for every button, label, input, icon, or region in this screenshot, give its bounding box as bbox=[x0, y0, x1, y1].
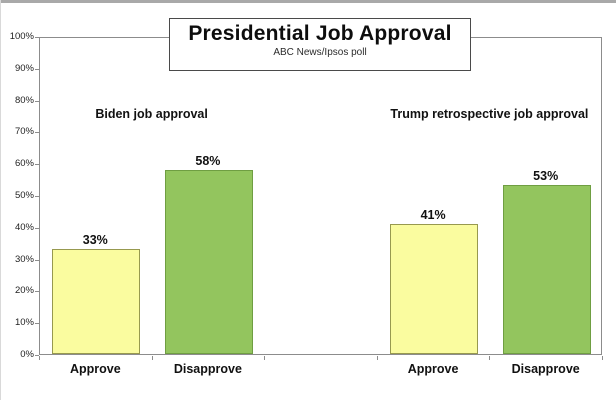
y-axis-tick-label: 70% bbox=[14, 126, 34, 138]
bar-value-label: 58% bbox=[195, 153, 221, 168]
y-axis-tick-mark bbox=[35, 355, 39, 356]
window-frame-top-edge bbox=[1, 0, 616, 3]
x-axis-tick-mark bbox=[489, 356, 491, 360]
y-axis-tick-mark bbox=[35, 227, 39, 229]
y-axis-tick-label: 100% bbox=[9, 31, 34, 42]
plot-area bbox=[39, 37, 602, 355]
x-axis-category-label: Approve bbox=[407, 362, 459, 376]
x-axis-category-label: Disapprove bbox=[173, 362, 242, 376]
y-axis-tick-label: 80% bbox=[14, 94, 34, 106]
x-axis-category-label: Approve bbox=[69, 362, 121, 376]
group-label: Trump retrospective job approval bbox=[390, 107, 589, 121]
chart-subtitle: ABC News/Ipsos poll bbox=[273, 47, 367, 58]
y-axis-tick-mark bbox=[35, 132, 39, 134]
bar-disapprove bbox=[502, 185, 591, 354]
y-axis-tick-mark bbox=[35, 68, 39, 70]
y-axis-tick-label: 60% bbox=[14, 158, 34, 170]
y-axis-tick-label: 10% bbox=[14, 317, 34, 329]
x-axis-tick-mark bbox=[151, 356, 153, 360]
y-axis-tick-mark bbox=[35, 323, 39, 325]
y-axis-tick-label: 30% bbox=[14, 253, 34, 265]
x-axis-category-label: Disapprove bbox=[511, 362, 580, 376]
y-axis-tick-mark bbox=[35, 164, 39, 166]
y-axis-tick-label: 50% bbox=[14, 190, 34, 201]
x-axis-tick-mark bbox=[264, 356, 266, 360]
bar-disapprove bbox=[164, 169, 253, 354]
x-axis-tick-mark bbox=[39, 356, 40, 360]
y-axis-tick-mark bbox=[35, 100, 39, 102]
bar-value-label: 53% bbox=[533, 169, 559, 184]
group-label: Biden job approval bbox=[95, 107, 208, 121]
y-axis-tick-mark bbox=[35, 291, 39, 293]
y-axis-tick-mark bbox=[35, 259, 39, 261]
x-axis-tick-mark bbox=[376, 356, 378, 360]
y-axis-tick-mark bbox=[35, 37, 39, 38]
bar-approve bbox=[52, 249, 141, 354]
chart-title-box: Presidential Job Approval ABC News/Ipsos… bbox=[169, 18, 471, 71]
bar-value-label: 41% bbox=[420, 207, 446, 222]
chart-title: Presidential Job Approval bbox=[188, 22, 452, 45]
bar-approve bbox=[390, 223, 479, 354]
y-axis-tick-label: 90% bbox=[14, 62, 34, 74]
bar-value-label: 33% bbox=[82, 233, 108, 248]
y-axis-tick-mark bbox=[35, 196, 39, 197]
y-axis-tick-label: 40% bbox=[14, 221, 34, 233]
x-axis-tick-mark bbox=[602, 356, 603, 360]
y-axis-tick-label: 20% bbox=[14, 285, 34, 297]
y-axis-tick-label: 0% bbox=[20, 349, 34, 360]
